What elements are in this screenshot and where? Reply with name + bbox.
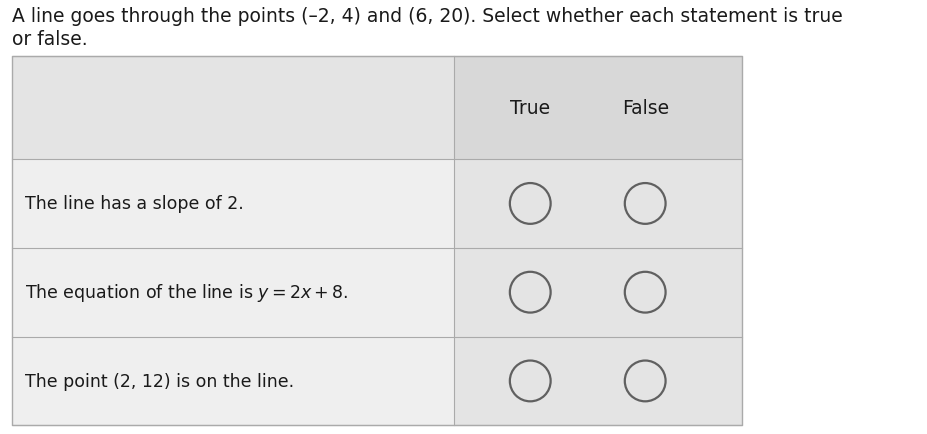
Bar xyxy=(454,56,742,425)
Text: The point (2, 12) is on the line.: The point (2, 12) is on the line. xyxy=(25,372,294,390)
Bar xyxy=(454,56,742,160)
Bar xyxy=(12,56,742,425)
Bar xyxy=(12,56,454,425)
Text: or false.: or false. xyxy=(12,30,88,49)
Text: True: True xyxy=(510,99,551,118)
Text: The line has a slope of 2.: The line has a slope of 2. xyxy=(25,195,244,213)
Text: False: False xyxy=(622,99,668,118)
Bar xyxy=(12,56,454,160)
Text: The equation of the line is $y = 2x + 8$.: The equation of the line is $y = 2x + 8$… xyxy=(25,282,349,303)
Text: A line goes through the points (–2, 4) and (6, 20). Select whether each statemen: A line goes through the points (–2, 4) a… xyxy=(12,7,843,26)
